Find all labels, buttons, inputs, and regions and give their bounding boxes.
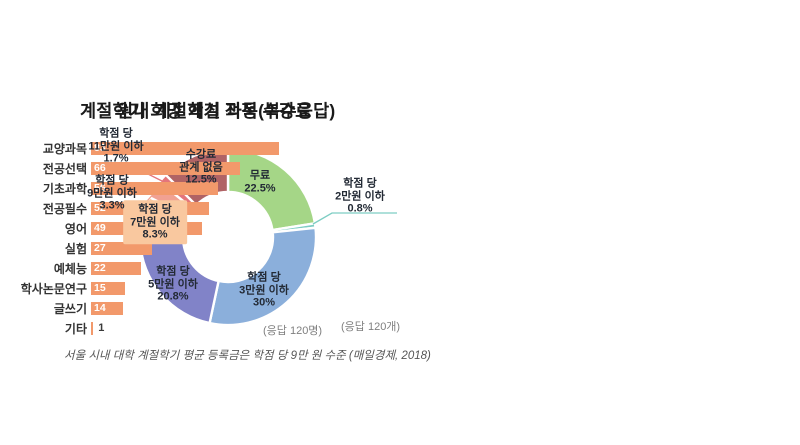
bar-category-label: 학사논문연구: [20, 281, 87, 296]
bar-value: 52: [94, 201, 106, 214]
bar-row: 교양과목 83: [0, 138, 372, 158]
bar-category-label: 교양과목: [42, 141, 87, 156]
bar-value: 22: [94, 261, 106, 274]
bar-row: 학사논문연구 15: [0, 278, 372, 298]
slice-label-under-90k: 학점 당 9만원 이하 3.3%: [87, 174, 137, 212]
bar-category-label: 실험: [64, 241, 87, 256]
bar: 83: [91, 141, 279, 155]
bar-category-label: 기초과학: [42, 181, 87, 196]
bar: 22: [91, 261, 141, 275]
bar-category-label: 기타: [64, 321, 87, 336]
bar-row: 기타 1: [0, 318, 372, 338]
bar-track: 66: [91, 161, 372, 175]
bar-chart-title: 계절학기 희망 개설 과목(복수응답): [80, 101, 336, 121]
bar-row: 예체능 22: [0, 258, 372, 278]
bar-track: 22: [91, 261, 372, 275]
bar-track: 15: [91, 281, 372, 295]
bar: 56: [91, 181, 218, 195]
bar: [91, 321, 94, 335]
bar: 14: [91, 301, 123, 315]
bar-value: 49: [94, 221, 106, 234]
donut-respondents-note: (응답 120개): [341, 321, 401, 333]
slice-label-under-30k: 학점 당 3만원 이하 30%: [239, 271, 289, 309]
bar-value: 15: [94, 281, 106, 294]
leader-line-0: [312, 212, 397, 225]
bar: 15: [91, 281, 125, 295]
bar-track: 83: [91, 141, 372, 155]
bar-respondents-note: (응답 120명): [263, 325, 323, 337]
bar-value: 27: [94, 241, 106, 254]
bar-track: 27: [91, 241, 372, 255]
slice-label-under-20k: 학점 당 2만원 이하 0.8%: [335, 177, 385, 215]
slice-label-under-70k: 학점 당 7만원 이하 8.3%: [123, 200, 187, 244]
bar-row: 실험 27: [0, 238, 372, 258]
bar-row: 기초과학 56: [0, 178, 372, 198]
slice-label-under-50k: 학점 당 5만원 이하 20.8%: [148, 265, 198, 303]
bar-category-label: 글쓰기: [53, 301, 87, 316]
bar-track: 56: [91, 181, 372, 195]
slice-label-free: 무료 22.5%: [244, 169, 276, 195]
slice-label-no-matter: 수강료 관계 없음 12.5%: [179, 148, 223, 186]
donut-slice-2: [208, 226, 318, 327]
bar: 27: [91, 241, 153, 255]
bar-category-label: 전공필수: [42, 201, 87, 216]
bar-row: 전공선택 66: [0, 158, 372, 178]
slice-label-under-110k: 학점 당 11만원 이하 1.7%: [88, 127, 144, 165]
bar-category-label: 전공선택: [42, 161, 87, 176]
source-footnote: 서울 시내 대학 계절학기 평균 등록금은 학점 당 9만 원 수준 (매일경제…: [64, 350, 431, 362]
donut-chart-title: 원내 계절학기 적정 수강료: [117, 101, 312, 121]
bar-category-label: 예체능: [53, 261, 87, 276]
bar-row: 글쓰기 14: [0, 298, 372, 318]
bar-category-label: 영어: [64, 221, 87, 236]
bar-chart-panel: 계절학기 희망 개설 과목(복수응답) 교양과목 83 전공선택 66 기초과학 56 전공…: [0, 0, 380, 445]
bar-value: 1: [98, 321, 105, 334]
bar-track: 1: [91, 321, 372, 335]
bar: 66: [91, 161, 241, 175]
bar-track: 14: [91, 301, 372, 315]
bar-value: 56: [94, 181, 106, 194]
bar-value: 66: [94, 161, 106, 174]
bar-value: 14: [94, 301, 106, 314]
bar-value: 83: [94, 141, 106, 154]
